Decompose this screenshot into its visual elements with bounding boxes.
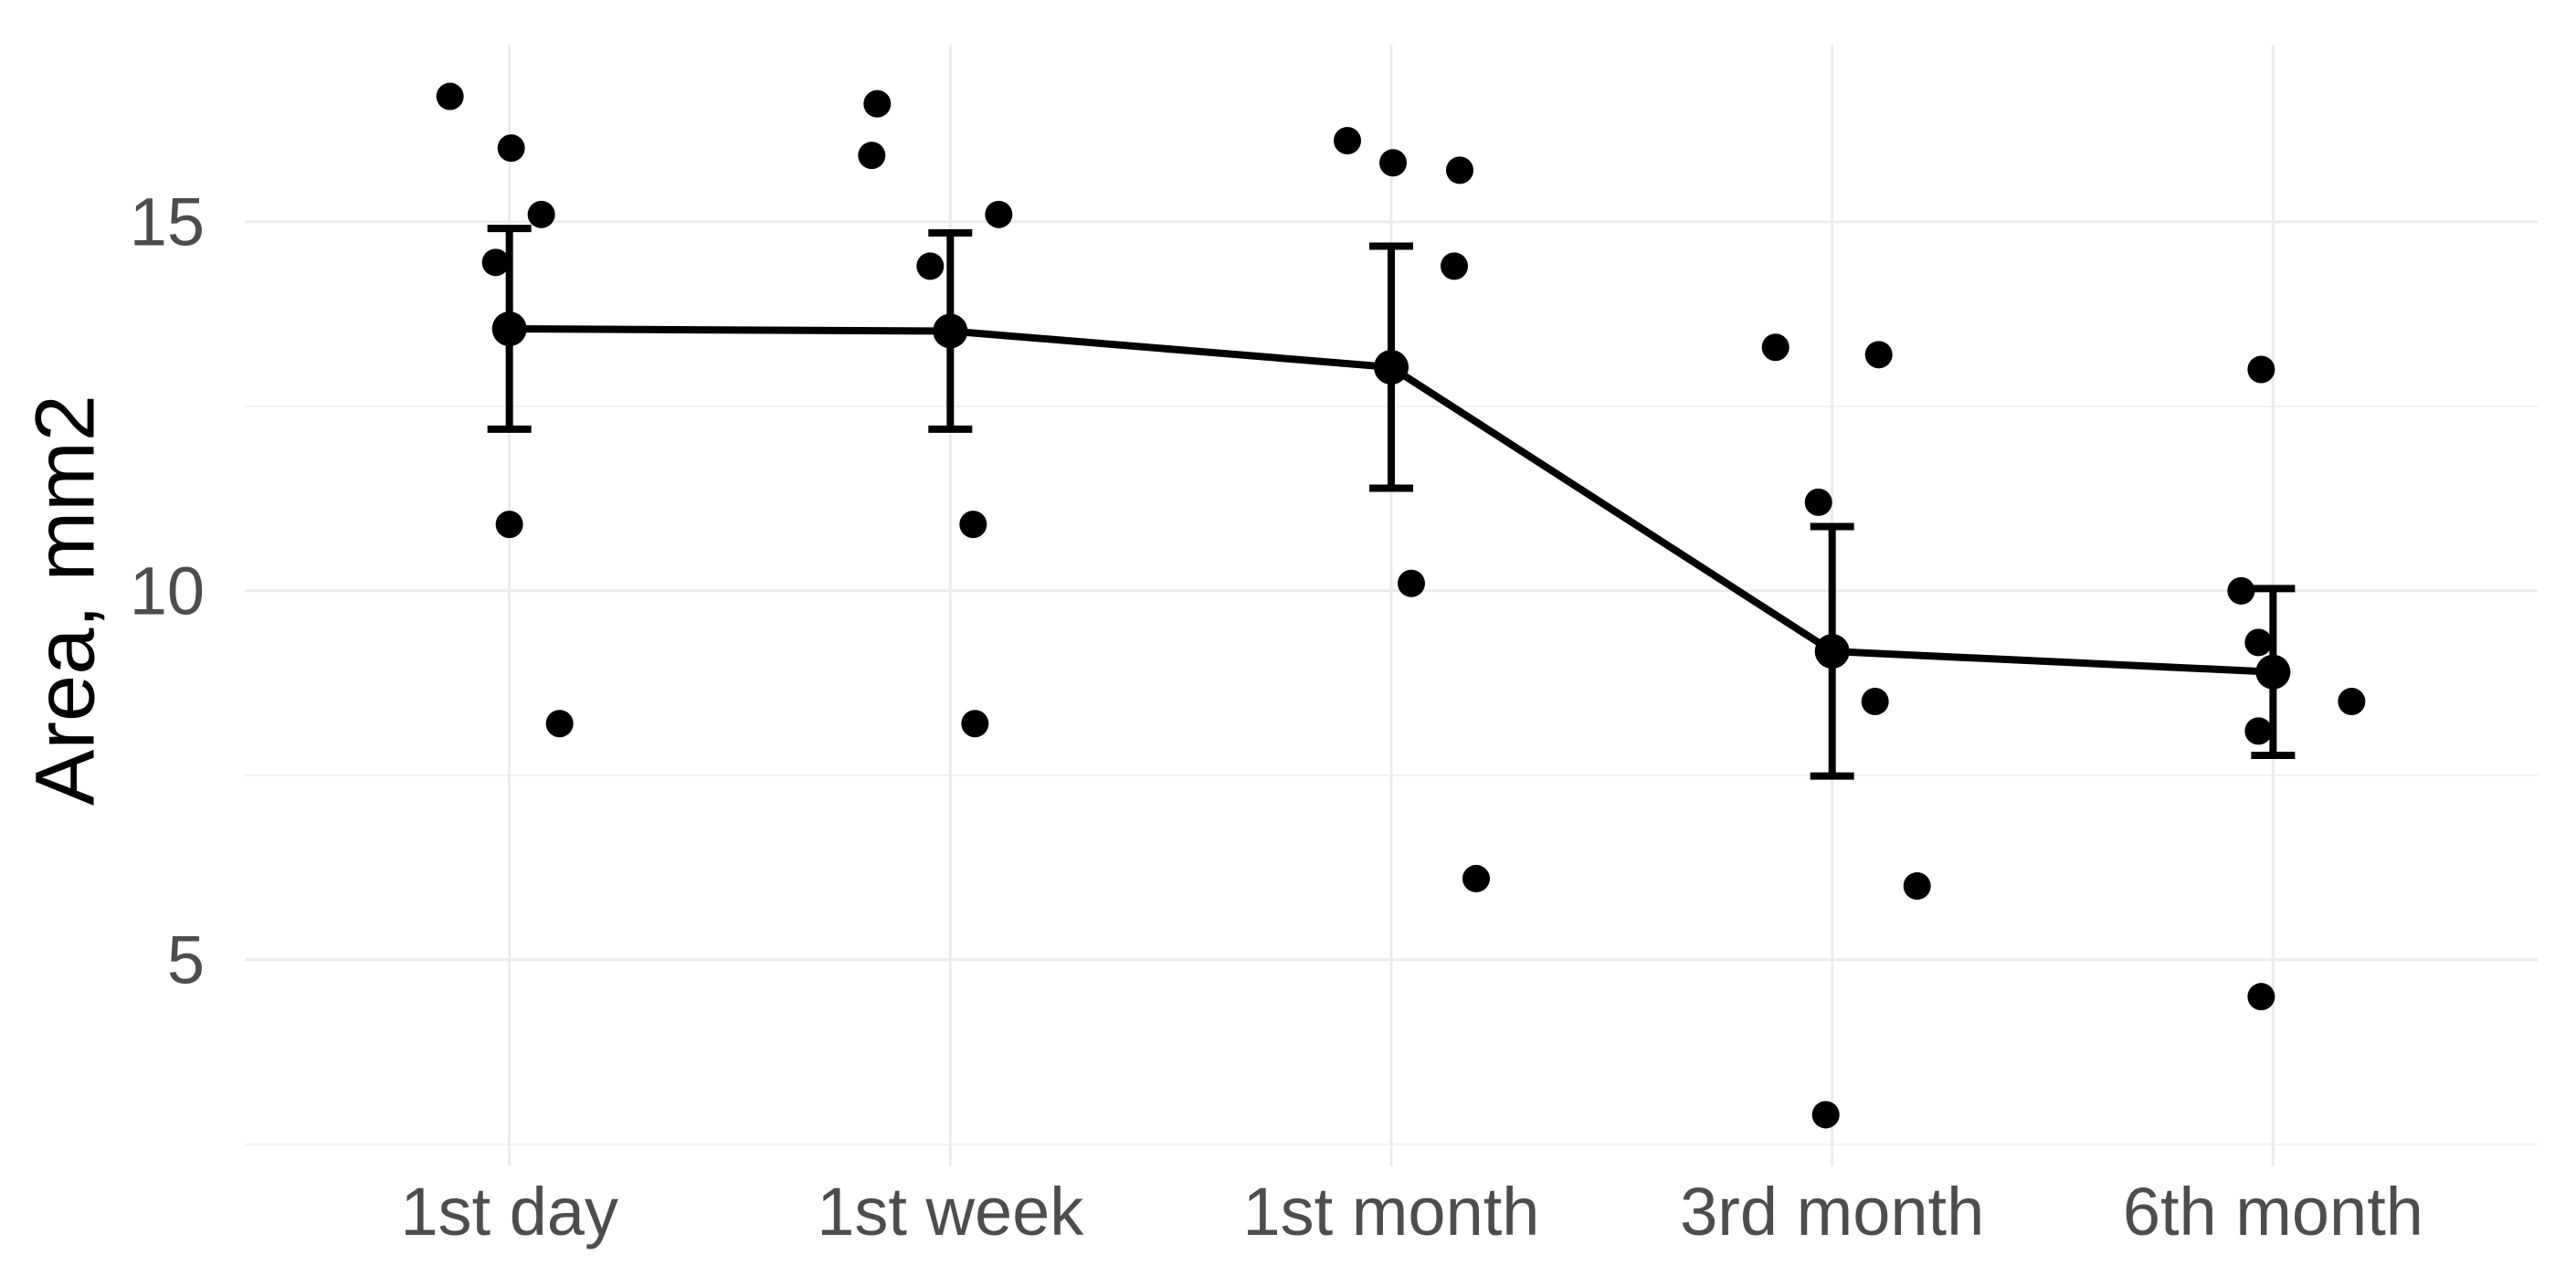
- data-point: [961, 710, 989, 738]
- x-axis-category-label: 3rd month: [1680, 1174, 1984, 1250]
- data-point: [985, 200, 1013, 228]
- mean-point: [933, 313, 968, 349]
- data-point: [1864, 341, 1893, 369]
- mean-point: [1814, 634, 1850, 670]
- x-axis-category-label: 1st day: [400, 1174, 618, 1250]
- data-point: [481, 248, 510, 277]
- mean-point: [2255, 654, 2291, 690]
- data-point: [1446, 156, 1473, 185]
- data-point: [1398, 569, 1425, 597]
- x-axis-category-label: 1st week: [817, 1174, 1084, 1250]
- data-point: [959, 511, 987, 539]
- data-point: [2244, 628, 2273, 657]
- data-point: [2247, 355, 2275, 384]
- data-point: [916, 252, 945, 280]
- x-axis-category-label: 6th month: [2123, 1174, 2423, 1250]
- data-point: [495, 511, 523, 539]
- data-point: [497, 134, 525, 163]
- data-point: [2247, 983, 2275, 1011]
- data-point: [545, 710, 574, 738]
- data-point: [2227, 576, 2255, 605]
- y-axis-tick-label: 10: [130, 553, 205, 628]
- data-point: [1861, 688, 1889, 716]
- data-point: [1761, 333, 1789, 362]
- data-point: [1903, 872, 1931, 900]
- data-point: [1811, 1101, 1840, 1129]
- data-point: [1462, 864, 1490, 892]
- data-point: [2244, 717, 2273, 745]
- y-axis-tick-label: 15: [130, 184, 205, 259]
- data-point: [1441, 252, 1468, 280]
- data-point: [527, 200, 555, 228]
- mean-point: [491, 311, 527, 347]
- data-point: [2338, 688, 2366, 716]
- data-point: [863, 90, 892, 118]
- data-point: [1804, 488, 1832, 516]
- y-axis-tick-label: 5: [167, 922, 205, 997]
- data-point: [1379, 149, 1407, 177]
- mean-point: [1374, 350, 1409, 385]
- x-axis-category-label: 1st month: [1243, 1174, 1540, 1250]
- data-point: [436, 82, 464, 111]
- data-point: [1334, 127, 1361, 155]
- data-point: [858, 142, 886, 170]
